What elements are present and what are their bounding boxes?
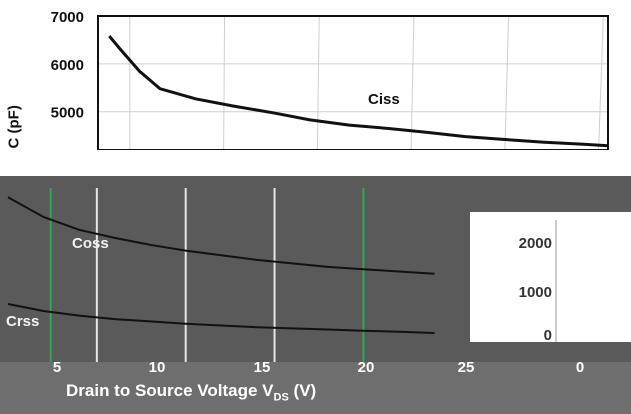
y-tick-label: 6000 xyxy=(51,57,84,74)
y-tick-label: 5000 xyxy=(51,105,84,122)
gridline-v xyxy=(504,15,510,151)
x-axis-label: Drain to Source Voltage V xyxy=(66,381,274,400)
x-tick-label: 10 xyxy=(149,359,166,376)
axis-band xyxy=(0,362,631,414)
gridline-v xyxy=(223,15,226,151)
inset-y-tick: 2000 xyxy=(519,235,552,252)
gridline-v xyxy=(410,15,415,151)
x-tick-label: 15 xyxy=(254,359,271,376)
x-axis-title: Drain to Source Voltage VDS (V) xyxy=(66,381,316,403)
x-tick-label: 25 xyxy=(458,359,475,376)
series-line-coss xyxy=(7,196,435,275)
plot-frame xyxy=(97,15,609,151)
x-tick-label: 0 xyxy=(576,359,584,376)
x-tick-label: 20 xyxy=(358,359,375,376)
series-line-crss xyxy=(7,303,435,334)
x-tick-label: 5 xyxy=(53,359,61,376)
x-axis-unit: (V) xyxy=(293,381,317,400)
gridline-v xyxy=(316,15,320,151)
series-label-ciss: Ciss xyxy=(368,91,400,108)
gridline-v xyxy=(598,15,604,151)
series-label-crss: Crss xyxy=(6,313,39,330)
inset-panel xyxy=(470,212,631,342)
inset-y-tick: 0 xyxy=(544,327,552,344)
x-axis-subscript: DS xyxy=(273,391,289,404)
y-tick-label: 7000 xyxy=(51,9,84,26)
glitch-band xyxy=(0,150,631,176)
inset-y-tick: 1000 xyxy=(519,284,552,301)
series-line-ciss xyxy=(108,35,609,148)
series-label-coss: Coss xyxy=(72,235,109,252)
y-axis-title: C (pF) xyxy=(5,105,23,149)
